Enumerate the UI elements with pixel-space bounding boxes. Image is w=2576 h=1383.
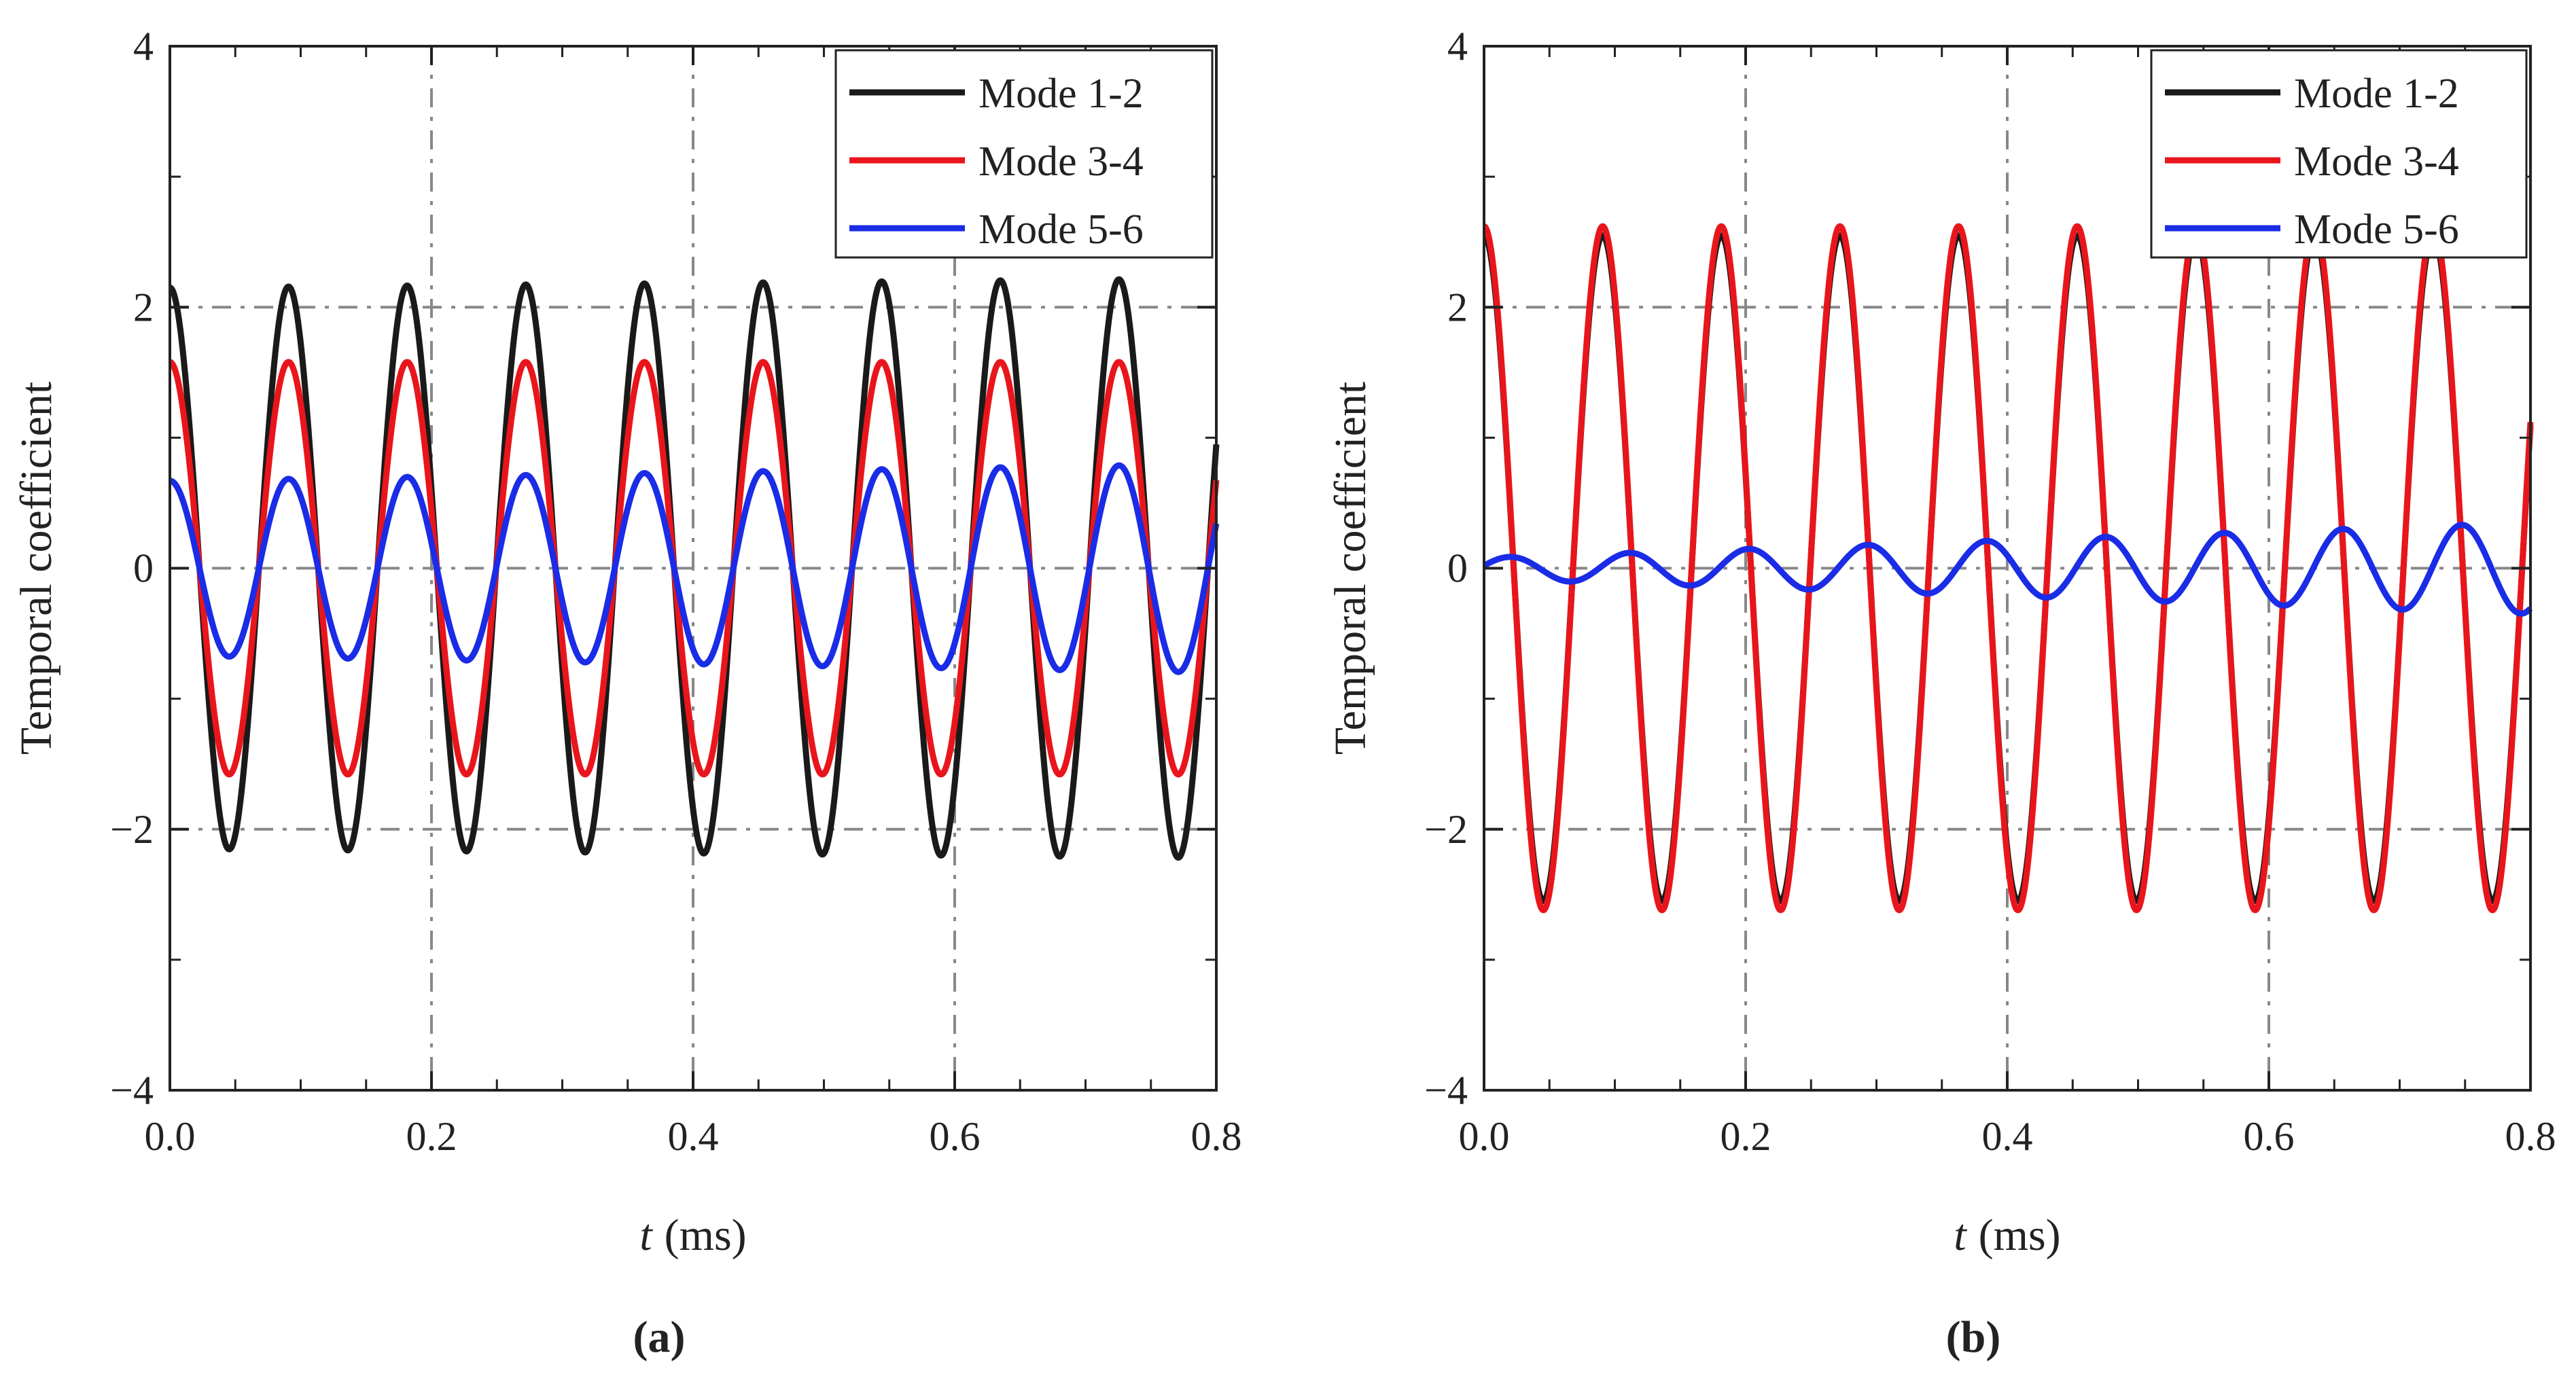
x-tick-label: 0.0 bbox=[1459, 1114, 1510, 1159]
series-line-mode-1-2 bbox=[167, 276, 1220, 861]
legend: Mode 1-2 Mode 3-4 Mode 5-6 bbox=[2150, 49, 2528, 259]
legend-label: Mode 3-4 bbox=[978, 139, 1144, 185]
y-tick-label: −4 bbox=[1424, 1068, 1468, 1113]
ticks bbox=[1483, 45, 2532, 1092]
legend-label: Mode 3-4 bbox=[2294, 139, 2459, 185]
legend: Mode 1-2 Mode 3-4 Mode 5-6 bbox=[834, 49, 1214, 259]
x-tick-label: 0.8 bbox=[1191, 1114, 1242, 1159]
x-tick-label: 0.0 bbox=[145, 1114, 196, 1159]
x-axis-variable: t bbox=[1954, 1210, 1967, 1260]
x-axis-unit: (ms) bbox=[665, 1210, 747, 1260]
panel-label: (a) bbox=[633, 1312, 686, 1362]
x-tick-label: 0.4 bbox=[1982, 1114, 2033, 1159]
panel-label: (b) bbox=[1946, 1312, 2001, 1362]
y-tick-label: −2 bbox=[1424, 807, 1468, 852]
panel-b: 0.0 0.2 0.4 0.6 0.8 −4 −2 0 2 4 t (ms) Temporal coef… bbox=[1326, 24, 2556, 1362]
x-axis-label: t (ms) bbox=[1954, 1210, 2060, 1260]
y-tick-label: 0 bbox=[133, 546, 154, 591]
series-line-mode-3-4 bbox=[1481, 223, 2534, 914]
legend-label: Mode 5-6 bbox=[978, 206, 1144, 253]
x-tick-label: 0.2 bbox=[406, 1114, 457, 1159]
y-tick-label: 4 bbox=[1447, 24, 1468, 69]
x-axis-label: t (ms) bbox=[639, 1210, 746, 1260]
y-tick-label: 4 bbox=[133, 24, 154, 69]
series-line-mode-3-4 bbox=[167, 359, 1220, 778]
x-tick-label: 0.6 bbox=[2244, 1114, 2295, 1159]
series-group bbox=[1481, 223, 2534, 914]
legend-label: Mode 5-6 bbox=[2294, 206, 2459, 253]
legend-label: Mode 1-2 bbox=[978, 71, 1144, 117]
legend-box bbox=[834, 49, 1214, 259]
series-line-mode-5-6 bbox=[167, 462, 1220, 675]
x-axis-variable: t bbox=[639, 1210, 653, 1260]
x-tick-label: 0.4 bbox=[668, 1114, 719, 1159]
y-tick-label: 2 bbox=[1447, 285, 1468, 329]
x-tick-label: 0.2 bbox=[1721, 1114, 1771, 1159]
y-tick-label: 2 bbox=[133, 285, 154, 329]
y-tick-label: −4 bbox=[110, 1068, 154, 1113]
legend-box bbox=[2150, 49, 2528, 259]
series-line-mode-5-6 bbox=[1481, 522, 2533, 617]
y-axis-label: Temporal coefficient bbox=[1326, 382, 1375, 755]
x-tick-label: 0.6 bbox=[930, 1114, 981, 1159]
y-axis-label: Temporal coefficient bbox=[12, 382, 61, 755]
y-tick-label: −2 bbox=[110, 807, 154, 852]
x-axis-unit: (ms) bbox=[1979, 1210, 2061, 1260]
y-tick-label: 0 bbox=[1447, 546, 1468, 591]
panel-a: 0.0 0.2 0.4 0.6 0.8 −4 −2 0 2 4 t (ms) Temporal coef… bbox=[12, 24, 1242, 1362]
series-group bbox=[167, 276, 1220, 861]
legend-label: Mode 1-2 bbox=[2294, 71, 2459, 117]
x-tick-label: 0.8 bbox=[2505, 1114, 2556, 1159]
